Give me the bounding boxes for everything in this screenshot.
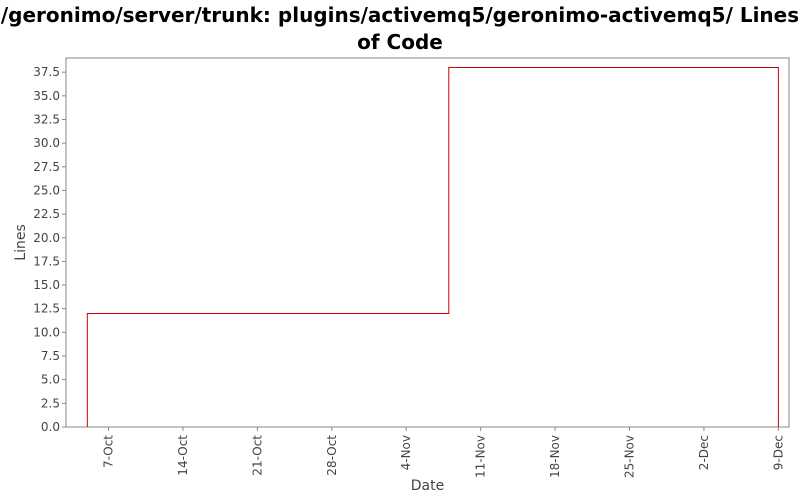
x-tick-label: 14-Oct [176,435,190,476]
y-tick-label: 37.5 [33,65,60,79]
x-axis-label: Date [411,478,444,494]
x-tick-label: 11-Nov [474,435,488,478]
y-tick-label: 15.0 [33,278,60,292]
y-tick-label: 5.0 [41,373,60,387]
series-line [86,67,779,427]
y-tick-label: 27.5 [33,160,60,174]
y-tick-label: 22.5 [33,207,60,221]
y-tick-label: 35.0 [33,89,60,103]
series-layer [86,67,779,427]
x-tick-label: 7-Oct [102,435,116,468]
y-tick-label: 32.5 [33,113,60,127]
y-tick-label: 0.0 [41,420,60,434]
x-tick-label: 18-Nov [548,435,562,478]
y-axis: 0.0 2.5 5.0 7.5 10.0 12.5 15.0 17.5 20.0 22.5 25.0… [33,65,66,434]
x-tick-label: 4-Nov [399,435,413,470]
y-axis-label: Lines [13,224,29,260]
x-tick-label: 28-Oct [325,435,339,476]
y-tick-label: 17.5 [33,254,60,268]
x-tick-label: 9-Dec [771,435,785,470]
y-tick-label: 7.5 [41,349,60,363]
y-tick-label: 30.0 [33,136,60,150]
chart-title: /geronimo/server/trunk: plugins/activemq… [0,3,800,54]
y-tick-label: 2.5 [41,396,60,410]
x-tick-label: 25-Nov [623,435,637,478]
y-tick-label: 20.0 [33,231,60,245]
y-tick-label: 10.0 [33,325,60,339]
x-tick-label: 2-Dec [697,435,711,470]
x-axis: 7-Oct 14-Oct 21-Oct 28-Oct 4-Nov 11-Nov 18-Nov… [102,427,785,478]
y-tick-label: 25.0 [33,183,60,197]
y-tick-label: 12.5 [33,302,60,316]
x-tick-label: 21-Oct [250,435,264,476]
plot-area [65,57,790,428]
